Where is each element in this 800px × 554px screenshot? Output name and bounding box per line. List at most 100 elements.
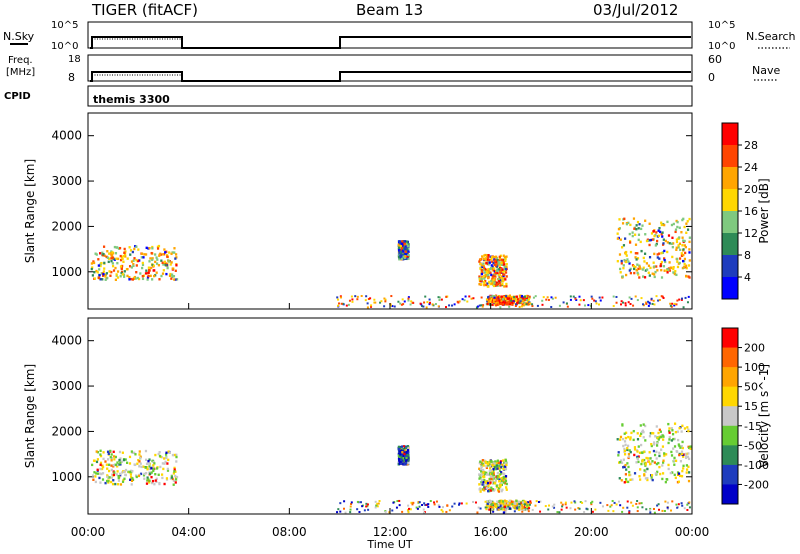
- echo-cell: [652, 441, 656, 444]
- echo-cell: [634, 256, 637, 259]
- echo-cell: [648, 256, 652, 259]
- echo-cell: [658, 226, 661, 230]
- echo-cell: [421, 305, 424, 308]
- echo-cell: [511, 303, 514, 306]
- echo-cell: [514, 299, 518, 302]
- echo-cell: [618, 267, 622, 271]
- echo-cell: [427, 505, 430, 508]
- echo-cell: [662, 459, 665, 462]
- echo-cell: [135, 270, 138, 274]
- echo-cell: [627, 260, 630, 263]
- echo-cell: [409, 303, 412, 306]
- echo-cell: [528, 295, 531, 298]
- echo-cell: [640, 502, 643, 505]
- echo-cell: [147, 247, 150, 250]
- echo-cell: [674, 459, 678, 463]
- echo-cell: [625, 468, 628, 471]
- echo-cell: [667, 467, 670, 471]
- echo-cell: [627, 456, 630, 460]
- echo-cell: [160, 259, 163, 262]
- echo-cell: [499, 472, 502, 476]
- echo-cell: [661, 445, 665, 448]
- echo-cell: [578, 295, 581, 298]
- echo-cell: [112, 269, 116, 272]
- echo-cell: [93, 277, 96, 280]
- echo-cell: [173, 453, 176, 457]
- echo-cell: [170, 476, 174, 479]
- echo-cell: [483, 277, 486, 280]
- echo-cell: [677, 503, 680, 506]
- echo-cell: [364, 299, 367, 302]
- echo-cell: [500, 507, 503, 511]
- echo-cell: [484, 283, 487, 287]
- echo-cell: [117, 479, 121, 482]
- echo-cell: [114, 482, 117, 486]
- echo-cell: [404, 252, 407, 255]
- echo-cell: [628, 510, 631, 513]
- echo-cell: [98, 476, 101, 480]
- echo-cell: [505, 486, 508, 489]
- echo-cell: [663, 452, 666, 455]
- echo-cell: [565, 302, 568, 305]
- echo-cell: [525, 505, 529, 508]
- echo-cell: [493, 260, 497, 263]
- echo-cell: [590, 501, 593, 504]
- echo-cell: [147, 459, 150, 463]
- nsearch-label: N.Search: [746, 30, 796, 43]
- echo-cell: [339, 502, 342, 505]
- echo-cell: [497, 273, 500, 276]
- echo-cell: [148, 260, 151, 263]
- echo-cell: [112, 450, 115, 454]
- echo-cell: [550, 296, 553, 299]
- echo-cell: [684, 455, 688, 458]
- echo-cell: [529, 501, 532, 504]
- echo-cell: [337, 298, 340, 301]
- echo-cell: [670, 509, 673, 512]
- echo-cell: [175, 455, 178, 459]
- echo-cell: [480, 272, 484, 276]
- echo-cell: [505, 463, 508, 467]
- freq-tick-top: 18: [68, 54, 81, 65]
- echo-cell: [483, 267, 486, 270]
- echo-cell: [561, 503, 564, 506]
- echo-cell: [682, 467, 685, 470]
- echo-cell: [505, 488, 508, 491]
- nsky-label: N.Sky: [3, 30, 35, 43]
- colorbar-tick-label: -100: [744, 459, 769, 472]
- echo-cell: [503, 267, 506, 271]
- echo-cell: [491, 298, 495, 301]
- echo-cell: [570, 501, 573, 504]
- echo-cell: [659, 263, 663, 266]
- echo-cell: [633, 448, 637, 451]
- echo-cell: [101, 251, 104, 255]
- echo-cell: [111, 251, 114, 254]
- echo-cell: [488, 258, 491, 262]
- echo-cell: [479, 460, 482, 463]
- echo-cell: [482, 468, 485, 472]
- echo-cell: [445, 306, 448, 309]
- echo-cell: [491, 488, 494, 491]
- echo-cell: [636, 455, 639, 459]
- echo-cell: [168, 251, 171, 254]
- echo-cell: [141, 261, 144, 265]
- echo-cell: [618, 253, 622, 256]
- echo-cell: [148, 462, 151, 466]
- echo-cell: [168, 274, 172, 278]
- echo-cell: [488, 504, 491, 508]
- echo-cell: [635, 224, 638, 227]
- echo-cell: [666, 271, 669, 274]
- echo-cell: [662, 461, 665, 464]
- echo-cell: [682, 455, 685, 458]
- echo-cell: [669, 471, 672, 475]
- colorbar-tick-label: 50: [744, 381, 758, 394]
- echo-cell: [437, 305, 440, 308]
- echo-cell: [688, 506, 691, 509]
- echo-cell: [490, 460, 493, 463]
- echo-cell: [152, 269, 155, 272]
- echo-cell: [657, 431, 660, 435]
- echo-cell: [490, 257, 493, 261]
- echo-cell: [493, 296, 496, 299]
- echo-cell: [410, 501, 413, 504]
- echo-cell: [598, 296, 601, 299]
- echo-cell: [168, 260, 171, 263]
